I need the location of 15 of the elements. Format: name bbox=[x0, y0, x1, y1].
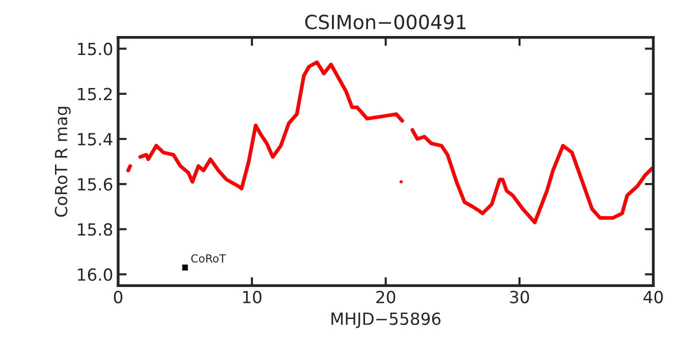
x-tick-label: 30 bbox=[510, 290, 530, 304]
y-tick-label: 15.0 bbox=[78, 42, 112, 56]
x-tick-label: 40 bbox=[644, 290, 663, 304]
x-axis-title: MHJD−55896 bbox=[332, 312, 440, 328]
y-tick-label: 15.4 bbox=[78, 133, 112, 146]
x-tick-label: 0 bbox=[114, 290, 122, 304]
chart-title: CSIMon−000491 bbox=[305, 14, 466, 30]
x-tick-label: 10 bbox=[243, 290, 262, 304]
x-tick-label: 20 bbox=[376, 290, 396, 304]
y-tick-label: 15.8 bbox=[78, 223, 112, 236]
y-tick-label: 16.0 bbox=[78, 268, 112, 281]
y-tick-label: 15.2 bbox=[78, 88, 112, 100]
y-axis-title: CoRoT R mag bbox=[54, 106, 71, 217]
y-tick-label: 15.6 bbox=[78, 178, 112, 191]
annotation: CoRoT bbox=[191, 254, 226, 263]
